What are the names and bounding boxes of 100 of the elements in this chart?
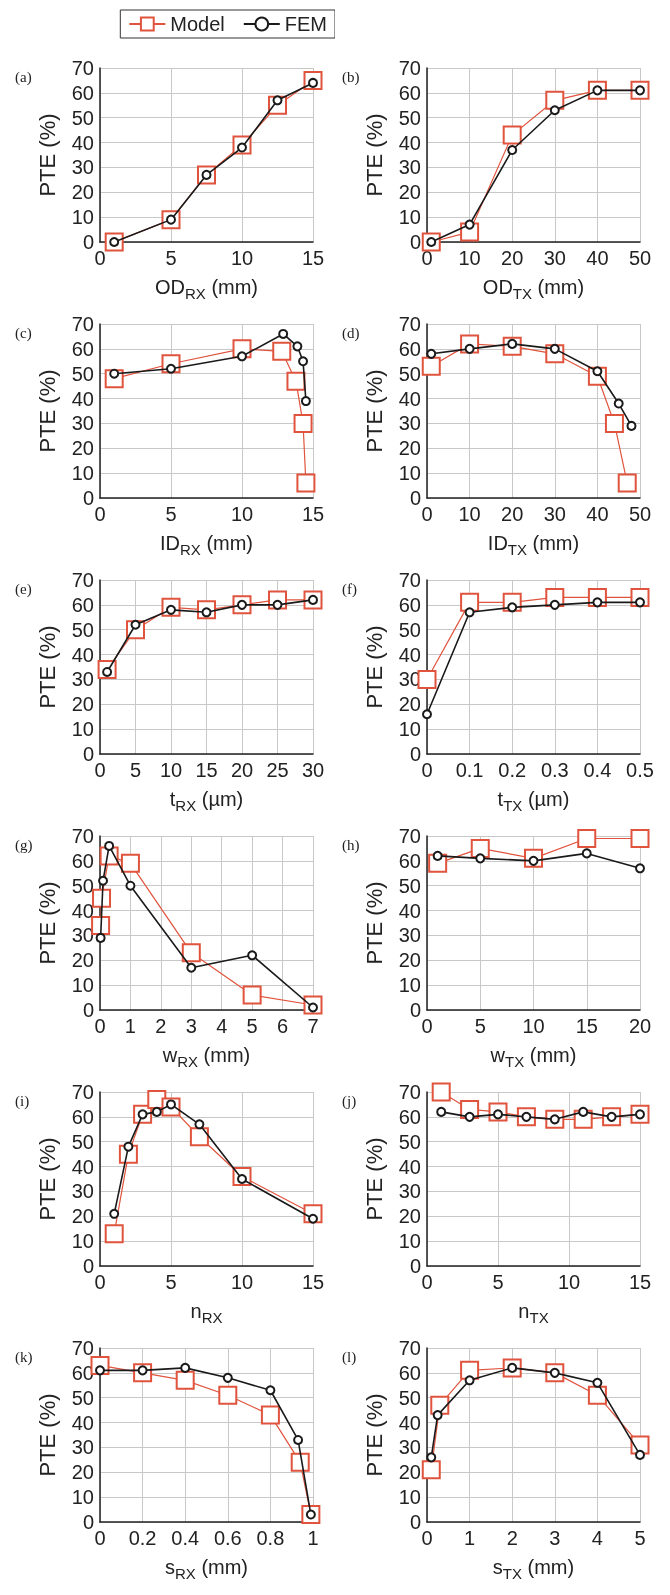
y-tick-label: 40 xyxy=(398,387,421,410)
point xyxy=(120,853,140,873)
point xyxy=(635,1449,645,1460)
x-tick-label: 15 xyxy=(301,1271,325,1293)
y-tick-label: 10 xyxy=(71,1486,94,1509)
y-tick-label: 0 xyxy=(409,743,421,765)
x-tick-label: 0.4 xyxy=(583,759,612,781)
x-tick-label: 30 xyxy=(543,247,566,269)
y-tick-label: 70 xyxy=(398,569,421,591)
point xyxy=(260,1405,280,1425)
x-tick-label: 5 xyxy=(474,1015,486,1037)
y-tick-label: 10 xyxy=(71,974,94,997)
point xyxy=(300,396,311,407)
point xyxy=(549,599,560,610)
x-tick-label: 0.1 xyxy=(455,759,484,781)
y-tick-label: 60 xyxy=(398,81,421,104)
y-tick-label: 10 xyxy=(398,206,421,229)
chart-title: (d) xyxy=(342,324,360,342)
y-tick-label: 20 xyxy=(398,693,421,716)
x-tick-label: 5 xyxy=(165,503,177,525)
y-tick-label: 30 xyxy=(398,156,421,179)
chart-title: (b) xyxy=(342,68,360,86)
point xyxy=(290,1452,310,1472)
y-tick-label: 10 xyxy=(71,206,94,229)
point xyxy=(581,848,592,859)
point xyxy=(104,1224,124,1244)
x-tick-label: 20 xyxy=(501,247,524,269)
x-tick-label: 1 xyxy=(124,1015,136,1037)
y-tick-label: 20 xyxy=(71,949,94,972)
x-tick-label: 10 xyxy=(230,247,254,269)
x-tick-label: 4 xyxy=(591,1527,603,1549)
x-tick-label: 50 xyxy=(628,503,652,525)
point xyxy=(237,351,247,362)
y-tick-label: 10 xyxy=(71,1230,94,1253)
y-tick-label: 70 xyxy=(398,313,421,335)
point xyxy=(186,962,197,973)
x-tick-label: 5 xyxy=(634,1527,646,1549)
chart-title: (l) xyxy=(342,1348,357,1366)
point xyxy=(272,341,292,361)
x-tick-label: 10 xyxy=(230,1271,254,1293)
y-tick-label: 70 xyxy=(398,825,421,847)
chart-title: (g) xyxy=(15,836,33,854)
y-tick-label: 70 xyxy=(71,313,94,335)
y-tick-label: 30 xyxy=(71,668,94,691)
y-tick-label: 20 xyxy=(398,1461,421,1484)
legend-label: FEM xyxy=(284,13,327,35)
y-tick-label: 30 xyxy=(71,156,94,179)
point xyxy=(464,1375,475,1386)
point xyxy=(549,105,560,116)
point xyxy=(222,1372,233,1383)
y-tick-label: 40 xyxy=(398,131,421,154)
y-tick-label: 50 xyxy=(398,874,421,897)
point xyxy=(181,943,201,963)
y-tick-label: 20 xyxy=(71,1205,94,1228)
x-tick-label: 5 xyxy=(246,1015,258,1037)
y-tick-label: 60 xyxy=(71,593,94,616)
point xyxy=(296,473,316,493)
y-tick-label: 10 xyxy=(398,974,421,997)
y-axis-title: PTE (%) xyxy=(361,113,387,197)
point xyxy=(247,950,258,961)
y-tick-label: 20 xyxy=(398,181,421,204)
chart-title: (h) xyxy=(342,836,360,854)
chart-title: (i) xyxy=(15,1092,30,1110)
y-tick-label: 70 xyxy=(71,825,94,847)
y-tick-label: 70 xyxy=(398,1337,421,1359)
y-tick-label: 30 xyxy=(71,924,94,947)
y-tick-label: 40 xyxy=(71,1411,94,1434)
chart-title: (k) xyxy=(15,1348,33,1366)
point xyxy=(617,473,637,493)
legend-label: Model xyxy=(170,13,225,35)
point xyxy=(507,145,518,156)
point xyxy=(218,1385,238,1405)
point xyxy=(123,1141,134,1152)
x-tick-label: 3 xyxy=(185,1015,197,1037)
y-axis-title: PTE (%) xyxy=(361,625,387,709)
y-tick-label: 70 xyxy=(71,1081,94,1103)
point xyxy=(635,863,645,874)
x-tick-label: 2 xyxy=(155,1015,167,1037)
x-tick-label: 10 xyxy=(458,503,481,525)
y-tick-label: 40 xyxy=(71,643,94,666)
point xyxy=(577,828,597,848)
y-tick-label: 40 xyxy=(71,1155,94,1178)
y-tick-label: 0 xyxy=(409,1511,421,1533)
y-tick-label: 10 xyxy=(71,718,94,741)
x-tick-label: 5 xyxy=(165,1271,177,1293)
y-tick-label: 50 xyxy=(71,1386,94,1409)
y-tick-label: 70 xyxy=(398,1081,421,1103)
y-tick-label: 50 xyxy=(71,874,94,897)
point xyxy=(475,853,486,864)
x-tick-label: 30 xyxy=(543,503,566,525)
y-axis-title: PTE (%) xyxy=(34,625,60,709)
y-tick-label: 50 xyxy=(71,1130,94,1153)
point xyxy=(92,888,112,908)
point xyxy=(426,1452,437,1463)
y-tick-label: 10 xyxy=(398,1230,421,1253)
x-tick-label: 0.2 xyxy=(128,1527,157,1549)
x-tick-label: 3 xyxy=(549,1527,561,1549)
y-tick-label: 60 xyxy=(398,337,421,360)
y-tick-label: 40 xyxy=(398,899,421,922)
chart-title: (f) xyxy=(342,580,357,598)
